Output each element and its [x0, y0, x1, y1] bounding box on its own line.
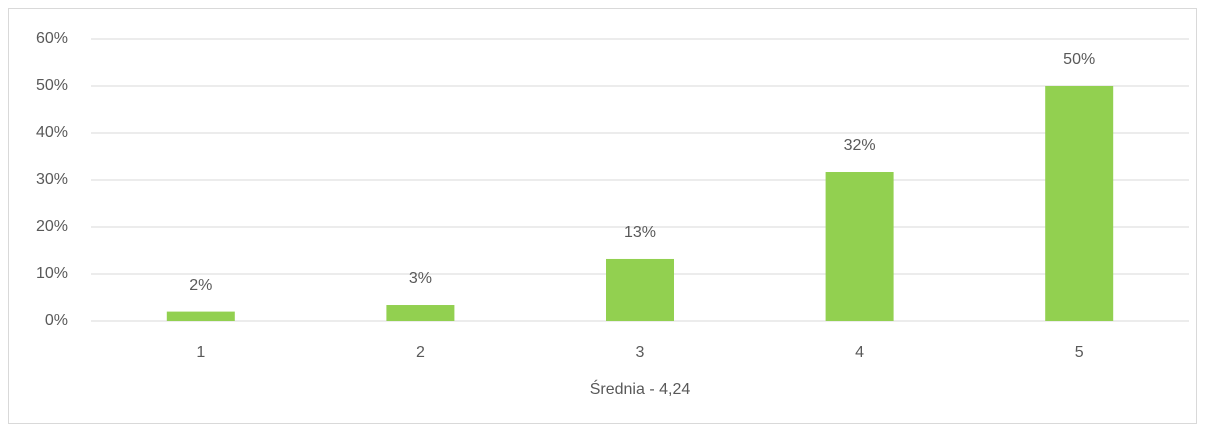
y-tick-label: 50%	[36, 77, 68, 94]
x-tick-label: 2	[416, 344, 425, 361]
bar	[825, 172, 894, 321]
x-tick-label: 4	[855, 344, 864, 361]
y-tick-label: 0%	[45, 312, 68, 329]
chart-border	[8, 8, 1197, 424]
bar	[386, 305, 455, 321]
data-label: 32%	[844, 137, 876, 154]
bar	[606, 258, 674, 321]
x-axis-title: Średnia - 4,24	[590, 379, 691, 398]
data-label: 13%	[624, 224, 656, 241]
x-tick-label: 5	[1075, 344, 1084, 361]
bar	[1045, 86, 1114, 321]
bar	[166, 311, 235, 321]
y-tick-label: 30%	[36, 171, 68, 188]
data-label: 50%	[1063, 51, 1095, 68]
x-tick-label: 1	[196, 344, 205, 361]
y-tick-label: 10%	[36, 265, 68, 282]
data-label: 2%	[189, 277, 212, 294]
data-label: 3%	[409, 270, 432, 287]
x-tick-label: 3	[636, 344, 645, 361]
y-tick-label: 40%	[36, 124, 68, 141]
y-tick-label: 60%	[36, 30, 68, 47]
y-tick-label: 20%	[36, 218, 68, 235]
